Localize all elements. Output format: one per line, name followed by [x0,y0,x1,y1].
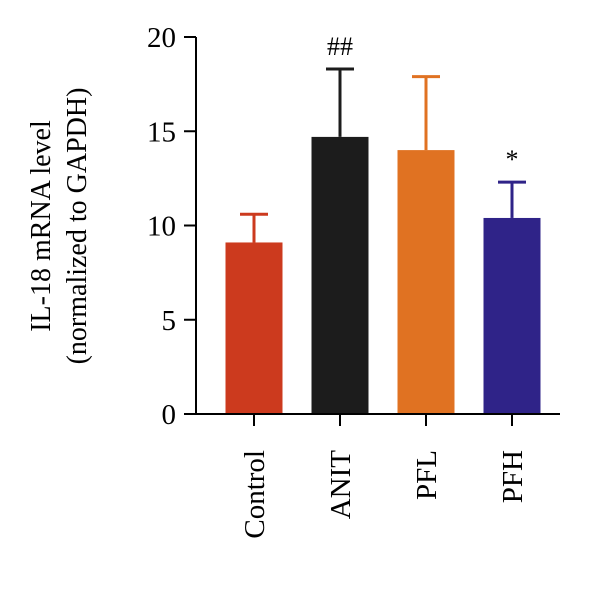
bar-pfl [397,150,455,414]
x-ticks: Control ANIT PFL PFH [239,414,529,539]
y-axis-label: IL-18 mRNA level (normalized to GAPDH) [26,88,93,365]
significance-annotations: ## * [327,32,519,174]
bar-control [225,242,283,414]
x-tick-label-pfl: PFL [411,450,443,500]
y-tick-label: 20 [147,22,176,54]
significance-mark-pfh: * [506,145,519,174]
x-tick-label-anit: ANIT [325,450,357,520]
y-tick-label: 5 [162,305,177,337]
y-tick-label: 10 [147,211,176,243]
y-axis-label-line-2: (normalized to GAPDH) [62,88,93,365]
bar-anit [311,136,369,414]
x-tick-label-control: Control [239,450,271,539]
error-bars [240,67,526,243]
y-tick-label: 15 [147,116,176,148]
bar-pfh [483,217,541,414]
y-axis-label-line-1: IL-18 mRNA level [26,120,57,332]
significance-mark-anit: ## [327,32,353,61]
bars [225,136,541,414]
y-tick-label: 0 [162,399,177,431]
x-tick-label-pfh: PFH [497,450,529,503]
y-ticks: 0 5 10 15 20 [147,22,196,431]
